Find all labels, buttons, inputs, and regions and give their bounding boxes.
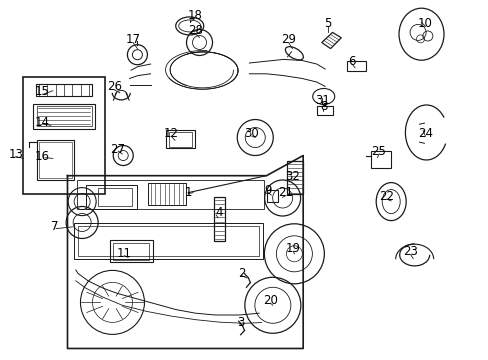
Text: 13: 13 bbox=[8, 148, 23, 161]
Text: 27: 27 bbox=[110, 143, 124, 156]
Bar bbox=[36, 84, 92, 96]
Text: 1: 1 bbox=[184, 186, 192, 199]
Text: 31: 31 bbox=[315, 94, 329, 107]
Bar bbox=[39, 142, 72, 178]
Bar bbox=[370, 151, 390, 168]
Text: 10: 10 bbox=[417, 17, 432, 30]
Text: 19: 19 bbox=[285, 242, 300, 255]
Text: 3: 3 bbox=[237, 316, 244, 329]
Text: 4: 4 bbox=[215, 206, 223, 219]
Text: 16: 16 bbox=[35, 150, 50, 163]
Text: 24: 24 bbox=[417, 127, 432, 140]
Bar bbox=[37, 106, 92, 126]
Text: 12: 12 bbox=[163, 127, 178, 140]
Bar bbox=[37, 140, 74, 180]
Text: 2: 2 bbox=[238, 267, 245, 280]
Text: 8: 8 bbox=[319, 100, 327, 113]
Bar bbox=[110, 240, 152, 262]
Text: 17: 17 bbox=[125, 33, 140, 46]
Bar bbox=[166, 130, 194, 148]
Bar bbox=[168, 132, 192, 147]
Text: 14: 14 bbox=[35, 116, 50, 129]
Text: 20: 20 bbox=[263, 294, 277, 307]
Text: 29: 29 bbox=[281, 33, 295, 46]
Text: 25: 25 bbox=[371, 145, 386, 158]
Bar bbox=[85, 185, 137, 209]
Bar bbox=[346, 61, 365, 71]
Bar bbox=[316, 106, 333, 115]
Bar bbox=[286, 161, 303, 194]
Text: 15: 15 bbox=[35, 85, 50, 98]
Text: 22: 22 bbox=[378, 190, 393, 203]
Text: 26: 26 bbox=[107, 80, 122, 93]
Text: 9: 9 bbox=[264, 184, 271, 197]
Text: 7: 7 bbox=[51, 220, 59, 233]
Text: 28: 28 bbox=[188, 24, 203, 37]
Text: 6: 6 bbox=[347, 55, 355, 68]
Text: 5: 5 bbox=[323, 17, 331, 30]
Text: 21: 21 bbox=[278, 186, 293, 199]
Bar bbox=[78, 226, 259, 256]
Bar bbox=[214, 197, 224, 241]
Text: 30: 30 bbox=[244, 127, 259, 140]
Text: 23: 23 bbox=[403, 246, 417, 258]
Bar bbox=[77, 180, 264, 209]
Bar bbox=[98, 188, 132, 206]
Bar bbox=[147, 183, 185, 205]
Bar bbox=[113, 243, 149, 260]
Text: 11: 11 bbox=[117, 247, 131, 260]
Text: 32: 32 bbox=[285, 170, 299, 183]
Bar bbox=[33, 104, 95, 129]
Text: 18: 18 bbox=[187, 9, 202, 22]
Bar bbox=[266, 190, 277, 202]
Bar bbox=[23, 77, 105, 194]
Bar bbox=[74, 223, 263, 259]
